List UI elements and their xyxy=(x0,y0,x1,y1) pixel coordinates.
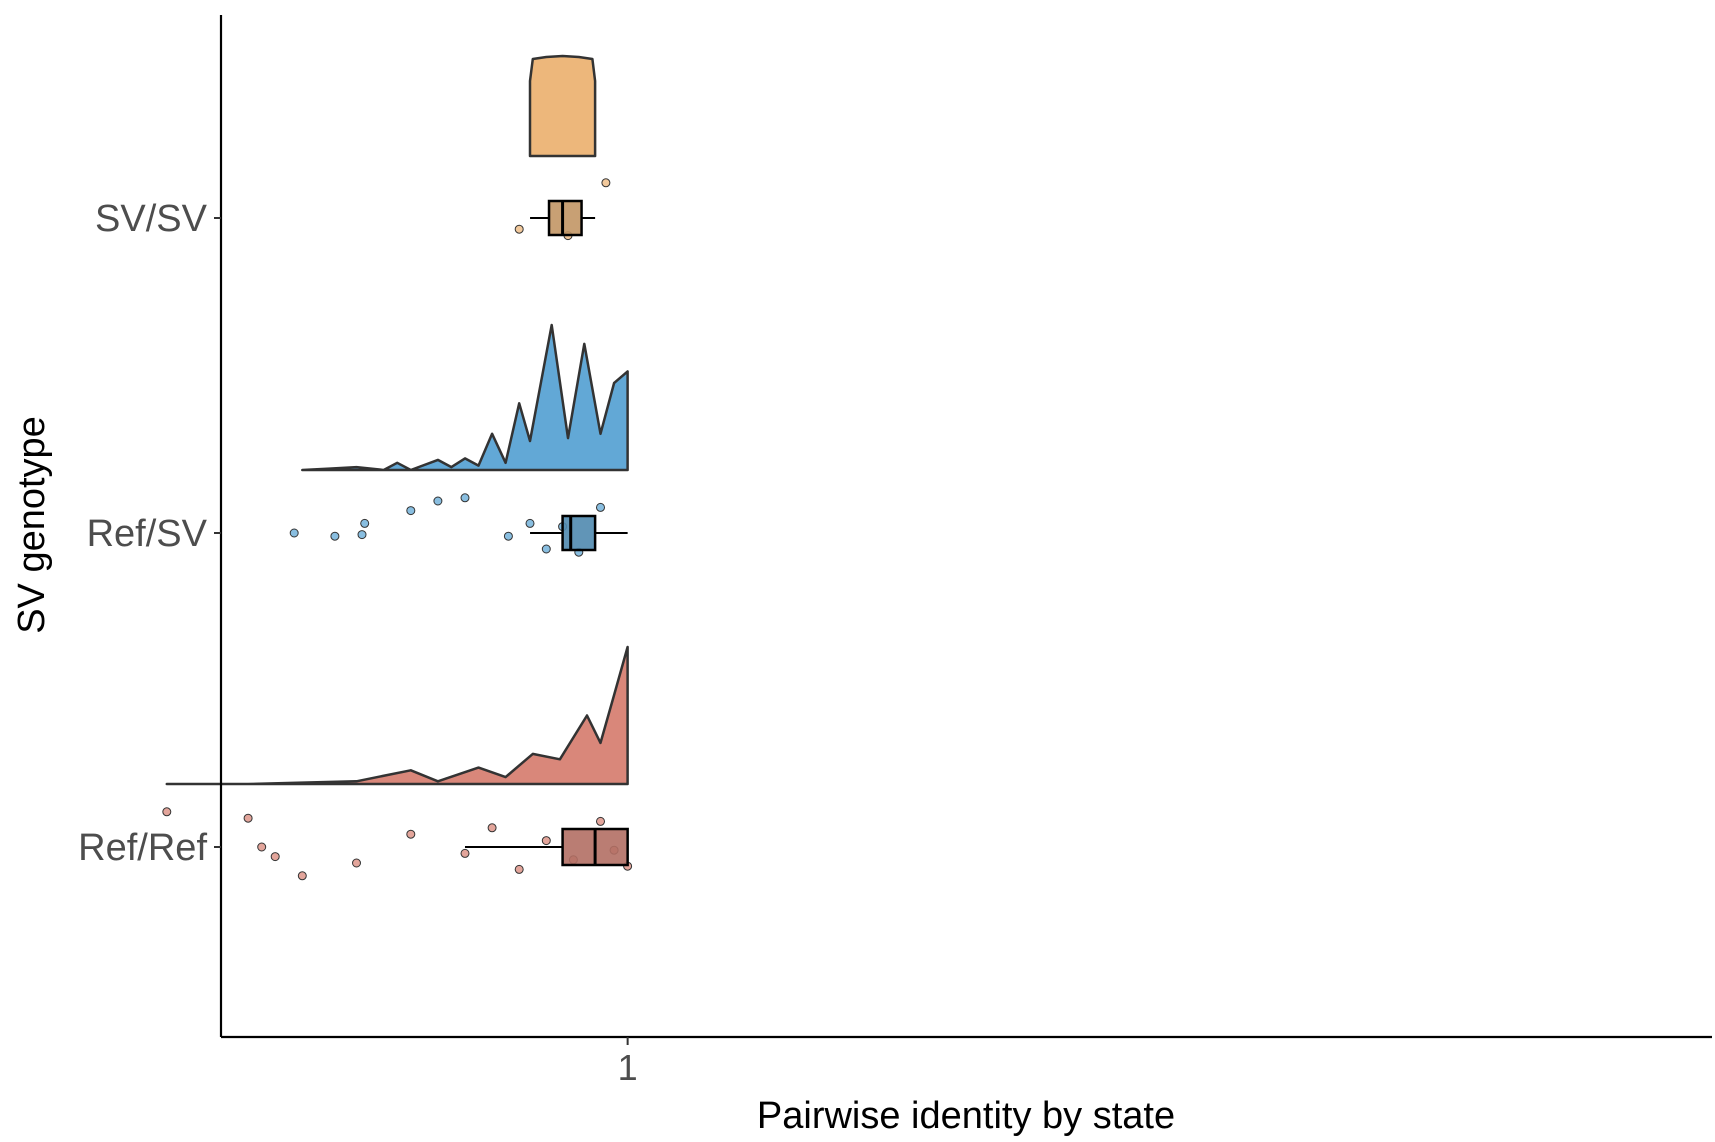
group-ref-ref xyxy=(162,645,633,881)
point-ref-ref xyxy=(243,813,253,823)
point-ref-sv xyxy=(596,502,605,512)
density-ref-ref xyxy=(165,645,629,786)
point-ref-sv xyxy=(406,506,416,516)
plot-area xyxy=(162,54,633,881)
x-axis-title: Pairwise identity by state xyxy=(757,1095,1175,1137)
point-sv-sv xyxy=(514,224,524,234)
x-axis-ticks: 1 xyxy=(618,1037,638,1088)
point-ref-ref xyxy=(257,842,267,852)
y-tick-label-ref-sv: Ref/SV xyxy=(87,513,208,555)
y-tick-label-ref-ref: Ref/Ref xyxy=(78,827,207,869)
point-ref-ref xyxy=(460,848,470,858)
point-ref-sv xyxy=(360,518,370,528)
group-ref-sv xyxy=(289,323,629,557)
point-ref-sv xyxy=(330,531,340,541)
point-ref-sv xyxy=(541,544,551,554)
point-ref-ref xyxy=(514,864,524,874)
box-sv-sv xyxy=(547,199,583,237)
point-ref-ref xyxy=(541,836,551,846)
y-axis-title: SV genotype xyxy=(11,416,53,634)
point-ref-ref xyxy=(596,816,605,826)
group-sv-sv xyxy=(514,54,611,241)
point-ref-sv xyxy=(525,518,535,528)
y-axis-ticks: SV/SV Ref/SV Ref/Ref xyxy=(78,198,221,869)
density-sv-sv xyxy=(528,54,597,158)
point-ref-sv xyxy=(357,530,367,540)
x-tick-label: 1 xyxy=(618,1047,638,1088)
point-sv-sv xyxy=(601,178,611,188)
point-ref-sv xyxy=(503,531,513,541)
point-ref-sv xyxy=(433,496,443,506)
point-ref-ref xyxy=(406,829,416,839)
point-ref-ref xyxy=(297,871,307,881)
point-ref-ref xyxy=(352,858,361,868)
point-ref-ref xyxy=(162,807,172,817)
point-ref-ref xyxy=(487,823,497,833)
point-ref-sv xyxy=(460,493,470,503)
point-ref-ref xyxy=(270,852,280,862)
point-ref-sv xyxy=(289,528,299,538)
density-ref-sv xyxy=(301,323,629,472)
y-tick-label-sv-sv: SV/SV xyxy=(95,198,208,240)
box-ref-sv xyxy=(561,514,597,552)
